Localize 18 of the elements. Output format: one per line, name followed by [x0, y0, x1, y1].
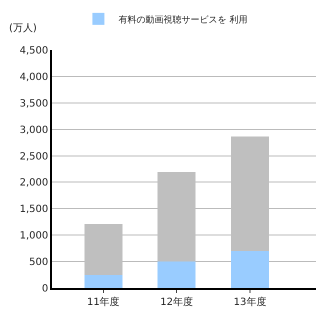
x-tick-label: 12年度 — [160, 296, 194, 308]
y-tick-label: 2,500 — [20, 151, 48, 162]
legend-label: 有料の動画視聴サービスを 利用 — [118, 14, 248, 26]
bar — [230, 250, 270, 288]
x-tick-label: 13年度 — [234, 296, 266, 308]
y-tick-label: 4,000 — [20, 72, 48, 83]
y-tick-label: 3,000 — [20, 124, 48, 136]
y-tick-label: 2,000 — [20, 178, 48, 189]
y-tick-label: 3,500 — [20, 98, 48, 110]
y-tick-label: 500 — [29, 257, 48, 268]
y-tick-label: 0 — [42, 284, 48, 294]
y-tick-label: 1,500 — [20, 204, 48, 216]
y-axis-title: (万人) — [9, 23, 37, 34]
bar — [158, 262, 196, 288]
bar — [84, 275, 122, 288]
y-tick-label: 1,000 — [20, 230, 48, 242]
x-tick-label: 11年度 — [86, 296, 120, 308]
y-tick-label: 4,500 — [20, 46, 48, 56]
